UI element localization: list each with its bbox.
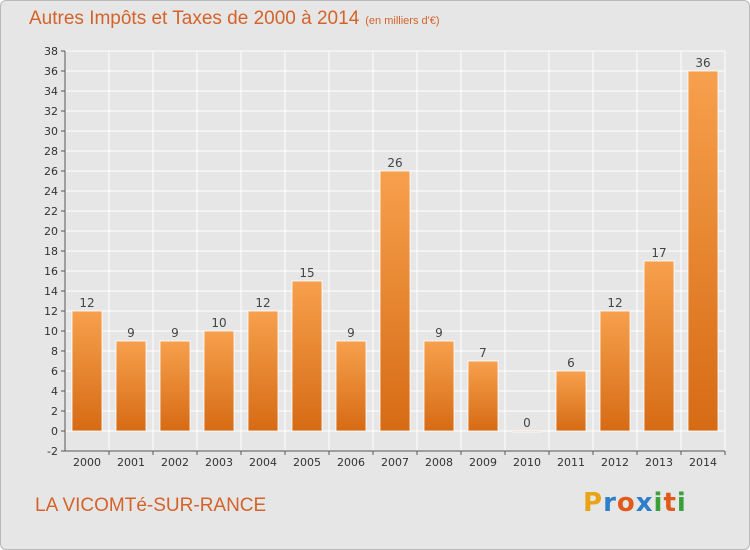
bar-2011 bbox=[555, 370, 587, 432]
y-tick-label: 0 bbox=[51, 425, 58, 438]
bar-2010 bbox=[511, 430, 543, 433]
y-tick-label: 4 bbox=[51, 385, 58, 398]
value-label-2014: 36 bbox=[695, 56, 710, 70]
y-tick-label: 2 bbox=[51, 405, 58, 418]
bar-2008 bbox=[423, 340, 455, 432]
y-tick-label: 10 bbox=[44, 325, 58, 338]
logo-letter: t bbox=[663, 488, 677, 518]
y-tick-label: 32 bbox=[44, 105, 58, 118]
bars-group bbox=[71, 70, 719, 433]
bar-2003 bbox=[203, 330, 235, 432]
bar-2007 bbox=[379, 170, 411, 432]
y-tick-label: 6 bbox=[51, 365, 58, 378]
y-tick-label: 24 bbox=[44, 185, 58, 198]
x-tick-label-2014: 2014 bbox=[689, 456, 717, 469]
chart-title-text: Autres Impôts et Taxes de 2000 à 2014 bbox=[29, 8, 360, 29]
x-tick-label-2007: 2007 bbox=[381, 456, 409, 469]
y-tick-label: 16 bbox=[44, 265, 58, 278]
value-label-2002: 9 bbox=[171, 326, 179, 340]
value-label-2000: 12 bbox=[79, 296, 94, 310]
y-tick-label: 30 bbox=[44, 125, 58, 138]
bar-2004 bbox=[247, 310, 279, 432]
y-tick-label: 20 bbox=[44, 225, 58, 238]
value-label-2012: 12 bbox=[607, 296, 622, 310]
y-tick-label: 12 bbox=[44, 305, 58, 318]
logo-letter: r bbox=[603, 488, 617, 518]
value-label-2008: 9 bbox=[435, 326, 443, 340]
y-tick-label: 14 bbox=[44, 285, 58, 298]
bar-2012 bbox=[599, 310, 631, 432]
y-tick-label: 38 bbox=[44, 45, 58, 58]
x-tick-label-2012: 2012 bbox=[601, 456, 629, 469]
value-label-2006: 9 bbox=[347, 326, 355, 340]
x-tick-label-2008: 2008 bbox=[425, 456, 453, 469]
value-label-2011: 6 bbox=[567, 356, 575, 370]
x-tick-label-2000: 2000 bbox=[73, 456, 101, 469]
x-tick-label-2004: 2004 bbox=[249, 456, 277, 469]
x-tick-label-2009: 2009 bbox=[469, 456, 497, 469]
y-tick-label: 26 bbox=[44, 165, 58, 178]
bar-2001 bbox=[115, 340, 147, 432]
value-label-2007: 26 bbox=[387, 156, 402, 170]
x-tick-label-2005: 2005 bbox=[293, 456, 321, 469]
y-tick-label: 36 bbox=[44, 65, 58, 78]
value-label-2004: 12 bbox=[255, 296, 270, 310]
bar-2000 bbox=[71, 310, 103, 432]
bar-2013 bbox=[643, 260, 675, 432]
bar-2006 bbox=[335, 340, 367, 432]
value-label-2013: 17 bbox=[651, 246, 666, 260]
value-label-2010: 0 bbox=[523, 416, 531, 430]
y-tick-label: 28 bbox=[44, 145, 58, 158]
bar-2002 bbox=[159, 340, 191, 432]
value-label-2003: 10 bbox=[211, 316, 226, 330]
y-tick-label: 18 bbox=[44, 245, 58, 258]
y-tick-label: 8 bbox=[51, 345, 58, 358]
logo-letter: i bbox=[653, 488, 664, 518]
value-labels-group: 12 9 9 10 12 15 9 26 9 7 0 6 12 17 36 bbox=[79, 56, 710, 430]
x-tick-label-2013: 2013 bbox=[645, 456, 673, 469]
chart-title: Autres Impôts et Taxes de 2000 à 2014 (en… bbox=[29, 8, 440, 30]
bar-2005 bbox=[291, 280, 323, 432]
y-tick-label: 22 bbox=[44, 205, 58, 218]
x-tick-label-2010: 2010 bbox=[513, 456, 541, 469]
logo-letter: x bbox=[635, 488, 654, 518]
x-tick-label-2011: 2011 bbox=[557, 456, 585, 469]
logo-letter: P bbox=[583, 488, 604, 518]
x-tick-label-2006: 2006 bbox=[337, 456, 365, 469]
commune-name: LA VICOMTé-SUR-RANCE bbox=[35, 495, 267, 516]
x-tick-label-2003: 2003 bbox=[205, 456, 233, 469]
x-tick-label-2002: 2002 bbox=[161, 456, 189, 469]
logo-letter: i bbox=[676, 488, 687, 518]
chart-unit: (en milliers d'€) bbox=[365, 15, 440, 27]
x-axis: 2000 2001 2002 2003 2004 2005 2006 2007 2008 2009… bbox=[65, 450, 726, 469]
value-label-2009: 7 bbox=[479, 346, 487, 360]
bar-2009 bbox=[467, 360, 499, 432]
value-label-2005: 15 bbox=[299, 266, 314, 280]
x-tick-label-2001: 2001 bbox=[117, 456, 145, 469]
value-label-2001: 9 bbox=[127, 326, 135, 340]
logo-letter: o bbox=[616, 488, 636, 518]
y-tick-label: 34 bbox=[44, 85, 58, 98]
proxiti-logo: Proxiti bbox=[583, 488, 687, 518]
bar-2014 bbox=[687, 70, 719, 432]
y-tick-label: -2 bbox=[47, 445, 58, 458]
